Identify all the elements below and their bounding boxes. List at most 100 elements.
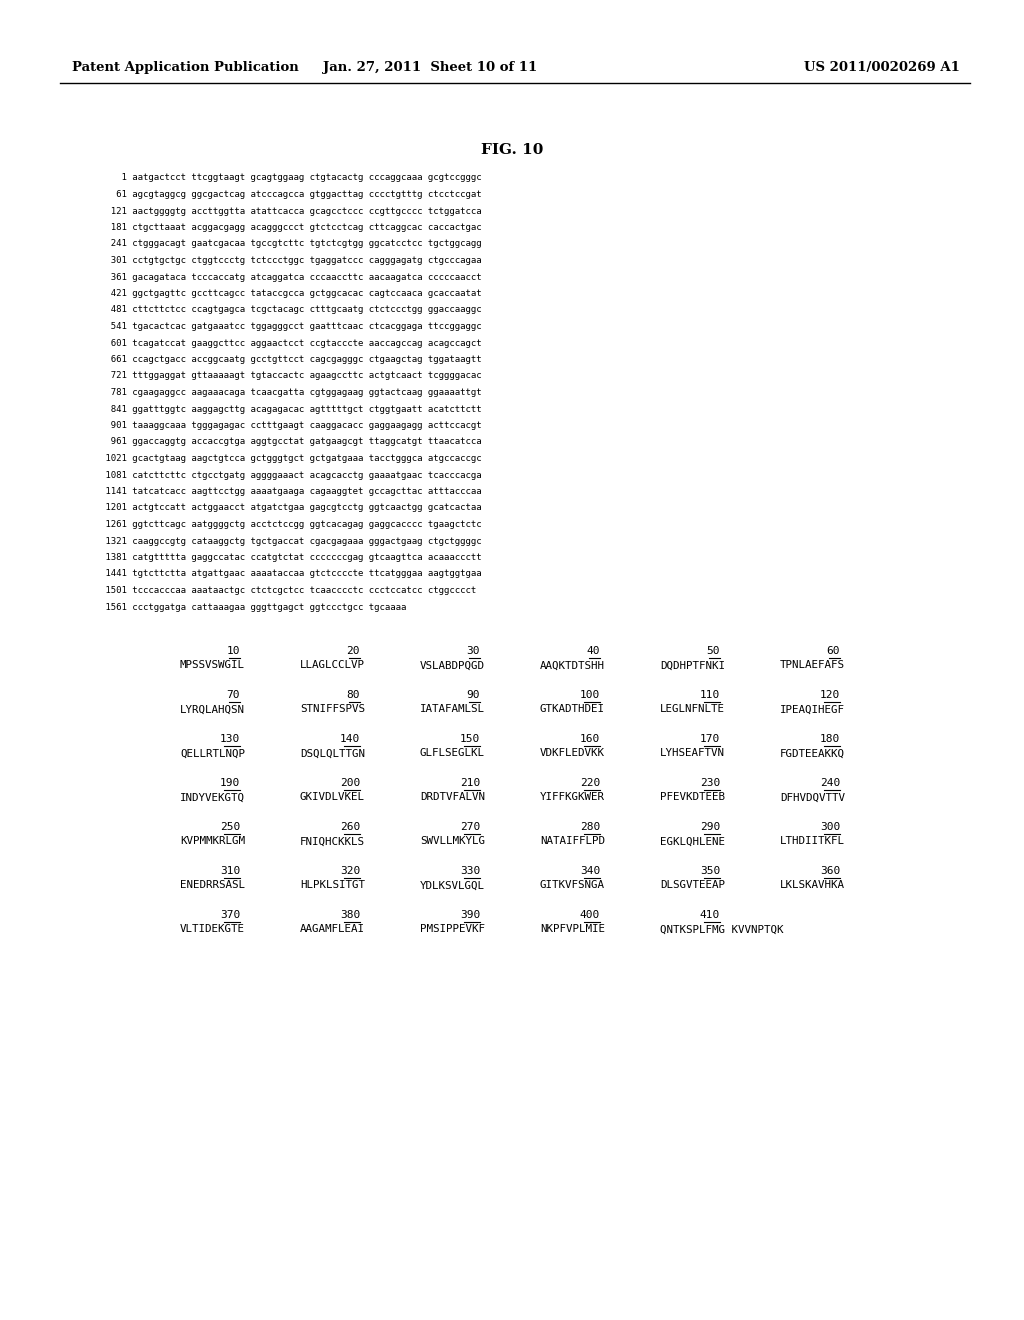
Text: 1441 tgtcttctta atgattgaac aaaataccaa gtctccccte ttcatgggaa aagtggtgaa: 1441 tgtcttctta atgattgaac aaaataccaa gt…: [100, 569, 481, 578]
Text: DLSGVTEEAP: DLSGVTEEAP: [660, 880, 725, 891]
Text: 140: 140: [340, 734, 360, 744]
Text: SWVLLMKYLG: SWVLLMKYLG: [420, 837, 485, 846]
Text: PFEVKDTEEB: PFEVKDTEEB: [660, 792, 725, 803]
Text: KVPMMKRLGM: KVPMMKRLGM: [180, 837, 245, 846]
Text: 241 ctgggacagt gaatcgacaa tgccgtcttc tgtctcgtgg ggcatcctcc tgctggcagg: 241 ctgggacagt gaatcgacaa tgccgtcttc tgt…: [100, 239, 481, 248]
Text: VSLABDPQGD: VSLABDPQGD: [420, 660, 485, 671]
Text: 1021 gcactgtaag aagctgtcca gctgggtgct gctgatgaaa tacctgggca atgccaccgc: 1021 gcactgtaag aagctgtcca gctgggtgct gc…: [100, 454, 481, 463]
Text: 220: 220: [580, 779, 600, 788]
Text: 380: 380: [340, 911, 360, 920]
Text: INDYVEKGTQ: INDYVEKGTQ: [180, 792, 245, 803]
Text: 240: 240: [820, 779, 840, 788]
Text: 250: 250: [220, 822, 240, 833]
Text: 150: 150: [460, 734, 480, 744]
Text: 90: 90: [467, 690, 480, 701]
Text: 60: 60: [826, 647, 840, 656]
Text: 961 ggaccaggtg accaccgtga aggtgcctat gatgaagcgt ttaggcatgt ttaacatcca: 961 ggaccaggtg accaccgtga aggtgcctat gat…: [100, 437, 481, 446]
Text: 290: 290: [699, 822, 720, 833]
Text: 320: 320: [340, 866, 360, 876]
Text: 10: 10: [226, 647, 240, 656]
Text: PMSIPPEVKF: PMSIPPEVKF: [420, 924, 485, 935]
Text: US 2011/0020269 A1: US 2011/0020269 A1: [804, 62, 961, 74]
Text: 110: 110: [699, 690, 720, 701]
Text: 1141 tatcatcacc aagttcctgg aaaatgaaga cagaaggtet gccagcttac atttacccaa: 1141 tatcatcacc aagttcctgg aaaatgaaga ca…: [100, 487, 481, 496]
Text: 1321 caaggccgtg cataaggctg tgctgaccat cgacgagaaa gggactgaag ctgctggggc: 1321 caaggccgtg cataaggctg tgctgaccat cg…: [100, 536, 481, 545]
Text: 301 cctgtgctgc ctggtccctg tctccctggc tgaggatccc cagggagatg ctgcccagaa: 301 cctgtgctgc ctggtccctg tctccctggc tga…: [100, 256, 481, 265]
Text: 170: 170: [699, 734, 720, 744]
Text: 210: 210: [460, 779, 480, 788]
Text: 180: 180: [820, 734, 840, 744]
Text: LEGLNFNLTE: LEGLNFNLTE: [660, 705, 725, 714]
Text: 841 ggatttggtc aaggagcttg acagagacac agtttttgct ctggtgaatt acatcttctt: 841 ggatttggtc aaggagcttg acagagacac agt…: [100, 404, 481, 413]
Text: 40: 40: [587, 647, 600, 656]
Text: MPSSVSWGIL: MPSSVSWGIL: [180, 660, 245, 671]
Text: 481 cttcttctcc ccagtgagca tcgctacagc ctttgcaatg ctctccctgg ggaccaaggc: 481 cttcttctcc ccagtgagca tcgctacagc ctt…: [100, 305, 481, 314]
Text: 1081 catcttcttc ctgcctgatg aggggaaact acagcacctg gaaaatgaac tcacccacga: 1081 catcttcttc ctgcctgatg aggggaaact ac…: [100, 470, 481, 479]
Text: LKLSKAVHKA: LKLSKAVHKA: [780, 880, 845, 891]
Text: TPNLAEFAFS: TPNLAEFAFS: [780, 660, 845, 671]
Text: 70: 70: [226, 690, 240, 701]
Text: 20: 20: [346, 647, 360, 656]
Text: QELLRTLNQP: QELLRTLNQP: [180, 748, 245, 759]
Text: YDLKSVLGQL: YDLKSVLGQL: [420, 880, 485, 891]
Text: DFHVDQVTTV: DFHVDQVTTV: [780, 792, 845, 803]
Text: HLPKLSITGT: HLPKLSITGT: [300, 880, 365, 891]
Text: GKIVDLVKEL: GKIVDLVKEL: [300, 792, 365, 803]
Text: LLAGLCCLVP: LLAGLCCLVP: [300, 660, 365, 671]
Text: 61 agcgtaggcg ggcgactcag atcccagcca gtggacttag cccctgtttg ctcctccgat: 61 agcgtaggcg ggcgactcag atcccagcca gtgg…: [100, 190, 481, 199]
Text: 181 ctgcttaaat acggacgagg acagggccct gtctcctcag cttcaggcac caccactgac: 181 ctgcttaaat acggacgagg acagggccct gtc…: [100, 223, 481, 232]
Text: 80: 80: [346, 690, 360, 701]
Text: DQDHPTFNKI: DQDHPTFNKI: [660, 660, 725, 671]
Text: 390: 390: [460, 911, 480, 920]
Text: 1201 actgtccatt actggaacct atgatctgaa gagcgtcctg ggtcaactgg gcatcactaa: 1201 actgtccatt actggaacct atgatctgaa ga…: [100, 503, 481, 512]
Text: 230: 230: [699, 779, 720, 788]
Text: 421 ggctgagttc gccttcagcc tataccgcca gctggcacac cagtccaaca gcaccaatat: 421 ggctgagttc gccttcagcc tataccgcca gct…: [100, 289, 481, 298]
Text: IATAFAMLSL: IATAFAMLSL: [420, 705, 485, 714]
Text: EGKLQHLENE: EGKLQHLENE: [660, 837, 725, 846]
Text: QNTKSPLFMG KVVNPTQK: QNTKSPLFMG KVVNPTQK: [660, 924, 783, 935]
Text: 300: 300: [820, 822, 840, 833]
Text: STNIFFSPVS: STNIFFSPVS: [300, 705, 365, 714]
Text: 1381 catgttttta gaggccatac ccatgtctat cccccccgag gtcaagttca acaaaccctt: 1381 catgttttta gaggccatac ccatgtctat cc…: [100, 553, 481, 562]
Text: 1561 ccctggatga cattaaagaa gggttgagct ggtccctgcc tgcaaaa: 1561 ccctggatga cattaaagaa gggttgagct gg…: [100, 602, 407, 611]
Text: 190: 190: [220, 779, 240, 788]
Text: DSQLQLTTGN: DSQLQLTTGN: [300, 748, 365, 759]
Text: 370: 370: [220, 911, 240, 920]
Text: 661 ccagctgacc accggcaatg gcctgttcct cagcgagggc ctgaagctag tggataagtt: 661 ccagctgacc accggcaatg gcctgttcct cag…: [100, 355, 481, 364]
Text: AAGAMFLEAI: AAGAMFLEAI: [300, 924, 365, 935]
Text: GLFLSEGLKL: GLFLSEGLKL: [420, 748, 485, 759]
Text: 260: 260: [340, 822, 360, 833]
Text: 361 gacagataca tcccaccatg atcaggatca cccaaccttc aacaagatca cccccaacct: 361 gacagataca tcccaccatg atcaggatca ccc…: [100, 272, 481, 281]
Text: 1261 ggtcttcagc aatggggctg acctctccgg ggtcacagag gaggcacccc tgaagctctc: 1261 ggtcttcagc aatggggctg acctctccgg gg…: [100, 520, 481, 529]
Text: LYHSEAFTVN: LYHSEAFTVN: [660, 748, 725, 759]
Text: 601 tcagatccat gaaggcttcc aggaactcct ccgtacccte aaccagccag acagccagct: 601 tcagatccat gaaggcttcc aggaactcct ccg…: [100, 338, 481, 347]
Text: 100: 100: [580, 690, 600, 701]
Text: FNIQHCKKLS: FNIQHCKKLS: [300, 837, 365, 846]
Text: LYRQLAHQSN: LYRQLAHQSN: [180, 705, 245, 714]
Text: Jan. 27, 2011  Sheet 10 of 11: Jan. 27, 2011 Sheet 10 of 11: [323, 62, 538, 74]
Text: ENEDRRSASL: ENEDRRSASL: [180, 880, 245, 891]
Text: DRDTVFALVN: DRDTVFALVN: [420, 792, 485, 803]
Text: 130: 130: [220, 734, 240, 744]
Text: FIG. 10: FIG. 10: [481, 143, 543, 157]
Text: 160: 160: [580, 734, 600, 744]
Text: 901 taaaggcaaa tgggagagac cctttgaagt caaggacacc gaggaagagg acttccacgt: 901 taaaggcaaa tgggagagac cctttgaagt caa…: [100, 421, 481, 430]
Text: YIFFKGKWER: YIFFKGKWER: [540, 792, 605, 803]
Text: 200: 200: [340, 779, 360, 788]
Text: 120: 120: [820, 690, 840, 701]
Text: 721 tttggaggat gttaaaaagt tgtaccactc agaagccttc actgtcaact tcggggacac: 721 tttggaggat gttaaaaagt tgtaccactc aga…: [100, 371, 481, 380]
Text: 781 cgaagaggcc aagaaacaga tcaacgatta cgtggagaag ggtactcaag ggaaaattgt: 781 cgaagaggcc aagaaacaga tcaacgatta cgt…: [100, 388, 481, 397]
Text: 121 aactggggtg accttggtta atattcacca gcagcctccc ccgttgcccc tctggatcca: 121 aactggggtg accttggtta atattcacca gca…: [100, 206, 481, 215]
Text: 270: 270: [460, 822, 480, 833]
Text: 340: 340: [580, 866, 600, 876]
Text: 410: 410: [699, 911, 720, 920]
Text: NATAIFFLPD: NATAIFFLPD: [540, 837, 605, 846]
Text: 400: 400: [580, 911, 600, 920]
Text: 310: 310: [220, 866, 240, 876]
Text: 360: 360: [820, 866, 840, 876]
Text: VLTIDEKGTE: VLTIDEKGTE: [180, 924, 245, 935]
Text: AAQKTDTSHH: AAQKTDTSHH: [540, 660, 605, 671]
Text: NKPFVPLMIE: NKPFVPLMIE: [540, 924, 605, 935]
Text: Patent Application Publication: Patent Application Publication: [72, 62, 299, 74]
Text: 1501 tcccacccaa aaataactgc ctctcgctcc tcaacccctc ccctccatcc ctggcccct: 1501 tcccacccaa aaataactgc ctctcgctcc tc…: [100, 586, 476, 595]
